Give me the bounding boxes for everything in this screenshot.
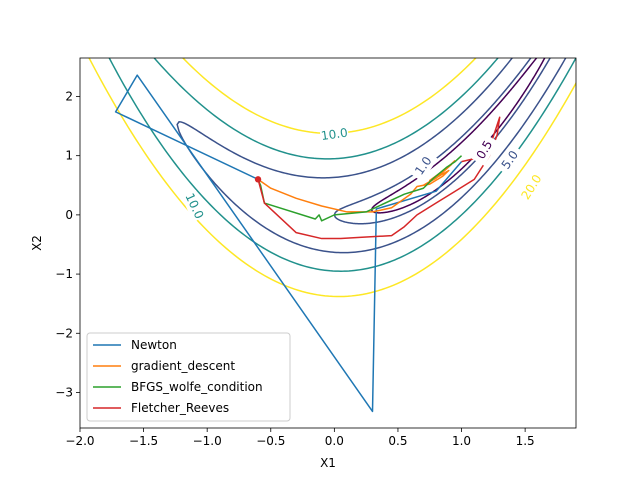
series-layer: [114, 74, 501, 413]
x-axis-label: X1: [320, 456, 336, 470]
x-tick-label: 0.0: [325, 434, 344, 448]
legend-box: [86, 332, 291, 422]
plot-frame: [79, 57, 577, 429]
legend-label: gradient_descent: [131, 359, 235, 373]
contour-label-bg: [517, 170, 546, 204]
x-tick-label: 1.0: [452, 434, 471, 448]
x-tick-label: −1.0: [193, 434, 222, 448]
contour-label-bg: [495, 143, 525, 176]
x-tick-label: −1.5: [129, 434, 158, 448]
contour-label-bg: [408, 149, 438, 182]
legend: Newton gradient_descent BFGS_wolfe_conditi…: [86, 332, 291, 422]
contour-line-5.0: [176, 58, 567, 254]
contour-line-20.0: [88, 58, 576, 298]
y-axis-label: X2: [30, 235, 44, 251]
series-BFGS_wolfe_condition: [257, 155, 463, 222]
legend-label: Fletcher_Reeves: [131, 401, 229, 415]
x-tick-label: 1.5: [516, 434, 535, 448]
contour-label-bg: [470, 133, 499, 166]
y-tick-label: −2: [55, 326, 73, 340]
contour-line-10.0: [108, 58, 576, 272]
series-Fletcher_Reeves: [257, 116, 501, 240]
contour-label-bg: [181, 189, 208, 223]
y-axis-ticks: −3 −2 −1 0 1 2: [55, 89, 80, 399]
legend-label: BFGS_wolfe_condition: [131, 380, 263, 394]
y-tick-label: 2: [65, 89, 73, 103]
x-tick-label: 0.5: [388, 434, 407, 448]
legend-label: Newton: [131, 338, 177, 352]
series-Newton: [114, 74, 463, 413]
x-tick-label: −0.5: [256, 434, 285, 448]
y-tick-label: 1: [65, 149, 73, 163]
x-axis-ticks: −2.0 −1.5 −1.0 −0.5 0.0 0.5 1.0 1.5: [65, 428, 535, 448]
y-tick-label: −1: [55, 267, 73, 281]
x-tick-label: −2.0: [65, 434, 94, 448]
contour-label-layer: 0.51.0 5.010.010.020.0: [181, 124, 546, 223]
y-tick-label: 0: [65, 208, 73, 222]
start-point-marker: [254, 176, 262, 183]
contour-label: 10.0: [320, 126, 348, 144]
contour-label-bg: [319, 124, 350, 145]
y-tick-label: −3: [55, 385, 73, 399]
